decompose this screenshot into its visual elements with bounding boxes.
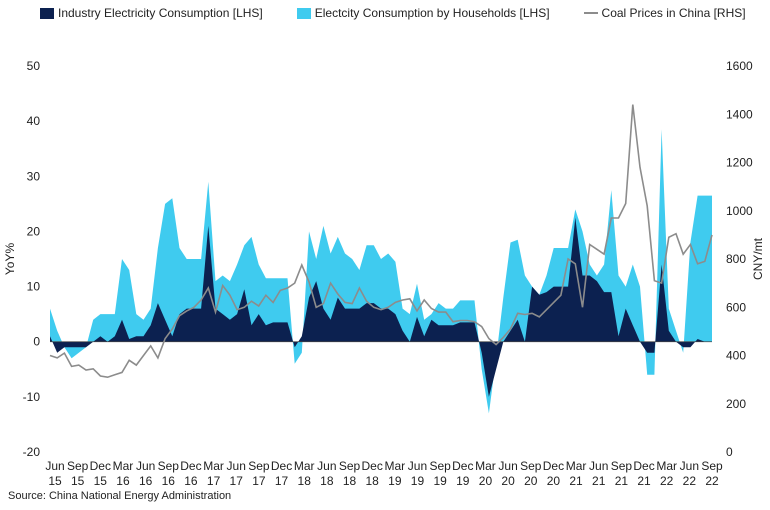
- series-industry-area: [50, 217, 712, 397]
- legend-label-coal: Coal Prices in China [RHS]: [601, 6, 746, 20]
- xtick-year-label: 22: [683, 474, 697, 488]
- xtick-month-label: Dec: [90, 459, 111, 473]
- xtick-month-label: Dec: [633, 459, 654, 473]
- legend-label-households: Electcity Consumption by Households [LHS…: [314, 6, 550, 20]
- xtick-month-label: Mar: [203, 459, 224, 473]
- ytick-left-label: 40: [27, 114, 41, 128]
- ytick-left-label: 30: [27, 169, 41, 183]
- xtick-year-label: 21: [569, 474, 583, 488]
- xtick-month-label: Dec: [180, 459, 201, 473]
- xtick-year-label: 20: [479, 474, 493, 488]
- xtick-year-label: 16: [116, 474, 130, 488]
- ytick-left-label: -20: [23, 445, 41, 459]
- xtick-year-label: 20: [501, 474, 515, 488]
- source-note: Source: China National Energy Administra…: [8, 490, 232, 502]
- xtick-year-label: 19: [411, 474, 425, 488]
- legend-swatch-industry: [40, 7, 54, 19]
- ytick-left-label: -10: [23, 390, 41, 404]
- xtick-year-label: 19: [433, 474, 447, 488]
- xtick-month-label: Sep: [67, 459, 89, 473]
- ytick-right-label: 1600: [726, 59, 753, 73]
- series-households-area: [50, 129, 712, 414]
- ytick-right-label: 1000: [726, 204, 753, 218]
- ytick-right-label: 1200: [726, 156, 753, 170]
- xtick-year-label: 21: [637, 474, 651, 488]
- xtick-year-label: 22: [705, 474, 719, 488]
- xtick-year-label: 17: [275, 474, 289, 488]
- ylabel-right: CNY/mt: [751, 237, 765, 280]
- xtick-month-label: Sep: [520, 459, 542, 473]
- ylabel-left: YoY%: [3, 243, 17, 276]
- legend-label-industry: Industry Electricity Consumption [LHS]: [58, 6, 263, 20]
- xtick-month-label: Mar: [656, 459, 677, 473]
- xtick-month-label: Sep: [248, 459, 270, 473]
- xtick-month-label: Jun: [136, 459, 155, 473]
- xtick-month-label: Jun: [680, 459, 699, 473]
- xtick-year-label: 16: [162, 474, 176, 488]
- xtick-month-label: Dec: [362, 459, 383, 473]
- xtick-year-label: 15: [94, 474, 108, 488]
- xtick-month-label: Mar: [113, 459, 134, 473]
- xtick-year-label: 17: [207, 474, 221, 488]
- xtick-year-label: 18: [298, 474, 312, 488]
- xtick-month-label: Jun: [45, 459, 64, 473]
- xtick-month-label: Sep: [611, 459, 633, 473]
- ytick-right-label: 600: [726, 300, 746, 314]
- xtick-year-label: 17: [252, 474, 266, 488]
- xtick-month-label: Mar: [475, 459, 496, 473]
- ytick-right-label: 200: [726, 397, 746, 411]
- ytick-right-label: 800: [726, 252, 746, 266]
- xtick-month-label: Mar: [294, 459, 315, 473]
- xtick-year-label: 21: [592, 474, 606, 488]
- xtick-month-label: Sep: [701, 459, 723, 473]
- xtick-month-label: Jun: [317, 459, 336, 473]
- xtick-month-label: Jun: [589, 459, 608, 473]
- xtick-year-label: 21: [615, 474, 629, 488]
- ytick-left-label: 20: [27, 224, 41, 238]
- xtick-month-label: Jun: [408, 459, 427, 473]
- series-coal-line: [49, 104, 713, 379]
- xtick-month-label: Dec: [543, 459, 564, 473]
- xtick-month-label: Dec: [271, 459, 292, 473]
- xtick-year-label: 15: [71, 474, 85, 488]
- xtick-year-label: 19: [456, 474, 470, 488]
- ytick-right-label: 400: [726, 349, 746, 363]
- legend-item-coal: Coal Prices in China [RHS]: [583, 6, 746, 20]
- legend-swatch-households: [296, 7, 311, 19]
- legend-swatch-coal: [583, 12, 598, 14]
- xtick-month-label: Jun: [227, 459, 246, 473]
- xtick-month-label: Sep: [339, 459, 361, 473]
- xtick-year-label: 15: [48, 474, 62, 488]
- xtick-month-label: Mar: [384, 459, 405, 473]
- xtick-month-label: Dec: [452, 459, 473, 473]
- xtick-month-label: Sep: [429, 459, 451, 473]
- ytick-left-label: 50: [27, 59, 41, 73]
- xtick-year-label: 16: [139, 474, 153, 488]
- legend-item-households: Electcity Consumption by Households [LHS…: [296, 6, 550, 20]
- xtick-year-label: 18: [343, 474, 357, 488]
- xtick-month-label: Jun: [498, 459, 517, 473]
- xtick-year-label: 16: [184, 474, 198, 488]
- xtick-year-label: 20: [524, 474, 538, 488]
- xtick-month-label: Mar: [566, 459, 587, 473]
- xtick-month-label: Sep: [158, 459, 180, 473]
- xtick-year-label: 17: [230, 474, 244, 488]
- xtick-year-label: 18: [320, 474, 334, 488]
- xtick-year-label: 20: [547, 474, 561, 488]
- legend: Industry Electricity Consumption [LHS] E…: [40, 6, 746, 20]
- ytick-left-label: 10: [27, 280, 41, 294]
- xtick-year-label: 22: [660, 474, 674, 488]
- ytick-left-label: 0: [33, 335, 40, 349]
- xtick-year-label: 19: [388, 474, 402, 488]
- ytick-right-label: 0: [726, 445, 733, 459]
- ytick-right-label: 1400: [726, 107, 753, 121]
- legend-item-industry: Industry Electricity Consumption [LHS]: [40, 6, 263, 20]
- xtick-year-label: 18: [365, 474, 379, 488]
